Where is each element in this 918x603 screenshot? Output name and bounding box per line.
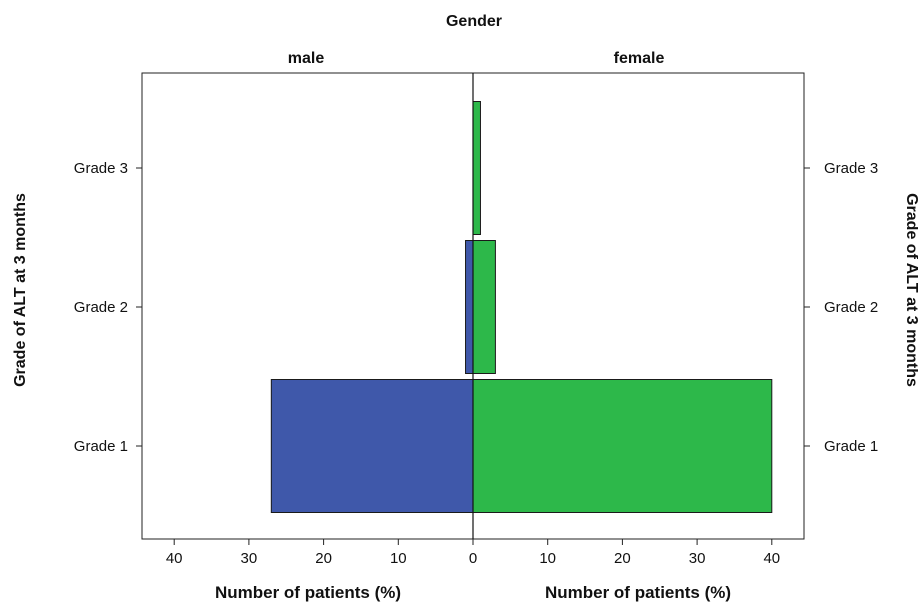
y-tick-label-right: Grade 2 (824, 299, 878, 316)
bar-male-grade-1 (270, 379, 474, 513)
panel-label-female: female (614, 50, 665, 67)
y-tick-label-left: Grade 2 (74, 299, 128, 316)
chart-marks: Grade 3 Grade 3 Grade 2 Grade 2 Grade 1 Grade… (74, 101, 878, 567)
x-tick-label-right: 40 (763, 550, 780, 567)
x-axis-title-left: Number of patients (%) (215, 583, 401, 602)
y-axis-title-left: Grade of ALT at 3 months (12, 193, 29, 387)
bar-female-grade-3 (472, 101, 481, 235)
x-tick-label-right: 30 (689, 550, 706, 567)
panel-label-male: male (288, 50, 325, 67)
y-tick-label-left: Grade 1 (74, 438, 128, 455)
y-tick-label-right: Grade 1 (824, 438, 878, 455)
bar-female-grade-1 (472, 379, 773, 513)
x-tick-label-left: 40 (166, 550, 183, 567)
x-tick-label-left: 20 (315, 550, 332, 567)
x-tick-label-left: 10 (390, 550, 407, 567)
x-tick-label-right: 10 (539, 550, 556, 567)
y-tick-label-left: Grade 3 (74, 160, 128, 177)
chart-title: Gender (446, 13, 502, 30)
x-axis-title-right: Number of patients (%) (545, 583, 731, 602)
y-tick-label-right: Grade 3 (824, 160, 878, 177)
y-axis-title-right: Grade of ALT at 3 months (903, 193, 918, 387)
x-tick-label-right: 20 (614, 550, 631, 567)
bar-female-grade-2 (472, 240, 496, 374)
x-tick-label-center: 0 (469, 550, 477, 567)
x-tick-label-left: 30 (241, 550, 258, 567)
bar-male-grade-2 (465, 240, 474, 374)
